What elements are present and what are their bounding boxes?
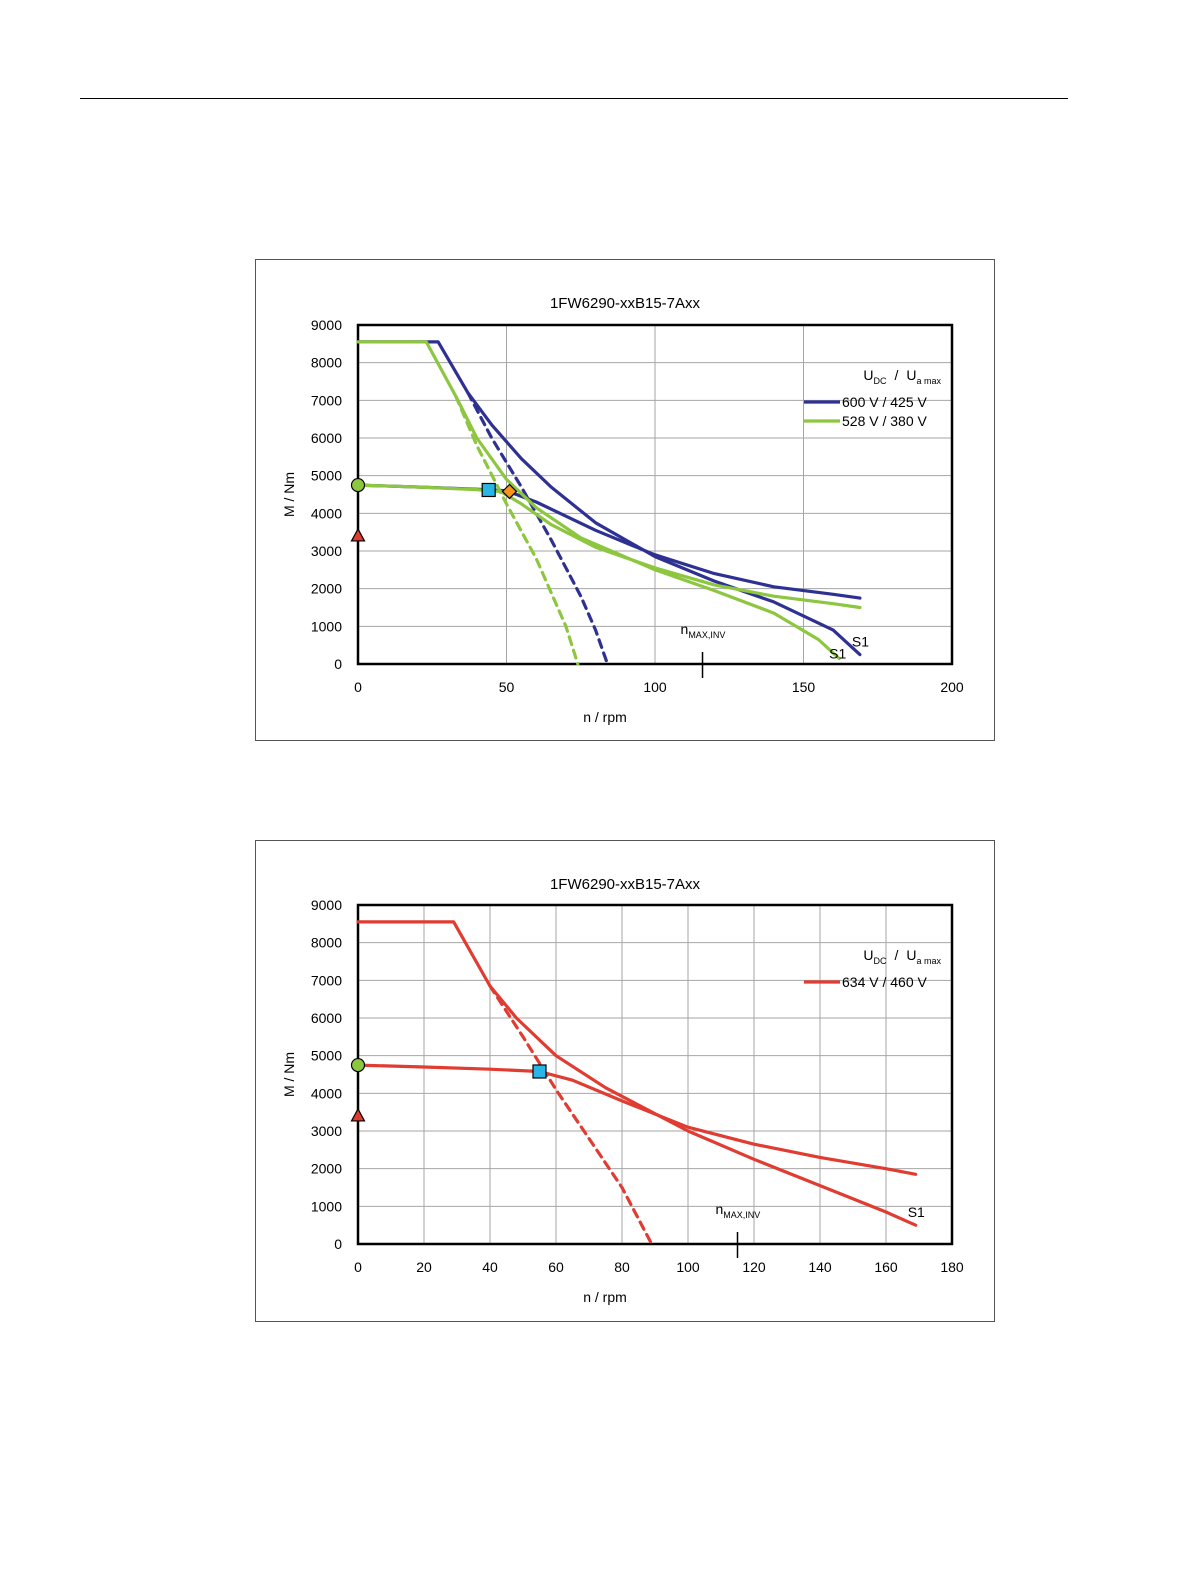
y-tick-label: 8000 xyxy=(311,355,342,371)
y-tick-label: 5000 xyxy=(311,1048,342,1064)
x-tick-label: 120 xyxy=(742,1259,766,1275)
series-line-5 xyxy=(356,483,862,610)
y-tick-label: 7000 xyxy=(311,392,342,408)
series-line-1 xyxy=(466,391,610,666)
circle-marker xyxy=(350,477,366,493)
s1-label: S1 xyxy=(829,645,846,661)
x-tick-label: 150 xyxy=(792,679,816,695)
plot-area-border xyxy=(356,903,954,1246)
y-tick-label: 8000 xyxy=(311,935,342,951)
series-line-0 xyxy=(356,340,862,657)
x-tick-label: 100 xyxy=(676,1259,700,1275)
nmax-inv-label: nMAX,INV xyxy=(681,621,726,640)
x-tick-label: 60 xyxy=(548,1259,564,1275)
x-tick-label: 180 xyxy=(940,1259,964,1275)
x-axis-label: n / rpm xyxy=(583,709,627,725)
x-tick-label: 160 xyxy=(874,1259,898,1275)
chart-title: 1FW6290-xxB15-7Axx xyxy=(550,876,701,893)
series-line-2 xyxy=(356,483,862,600)
x-axis-label: n / rpm xyxy=(583,1289,627,1305)
series-line-2 xyxy=(356,1063,918,1176)
circle-marker xyxy=(350,1057,366,1073)
y-axis-label: M / Nm xyxy=(281,472,297,517)
x-tick-label: 0 xyxy=(354,1259,362,1275)
x-tick-label: 0 xyxy=(354,679,362,695)
x-tick-label: 80 xyxy=(614,1259,630,1275)
y-tick-label: 4000 xyxy=(311,505,342,521)
page-top-rule xyxy=(80,98,1068,99)
torque-speed-chart-1: 1FW6290-xxB15-7Axx 0 50 100 150 200 0 1000 2000 3… xyxy=(255,259,995,741)
y-tick-label: 1000 xyxy=(311,618,342,634)
triangle-marker xyxy=(350,1107,366,1122)
y-tick-label: 2000 xyxy=(311,1161,342,1177)
plot-area-border xyxy=(356,323,954,666)
x-tick-label: 40 xyxy=(482,1259,498,1275)
square-marker xyxy=(532,1064,547,1079)
triangle-marker xyxy=(350,527,366,542)
y-tick-label: 6000 xyxy=(311,1010,342,1026)
y-tick-label: 0 xyxy=(334,656,342,672)
s1-label: S1 xyxy=(852,634,869,650)
chart-2-svg: 1FW6290-xxB15-7Axx 0 20 40 60 80 100 120 140 160 1… xyxy=(281,876,964,1305)
x-tick-label: 50 xyxy=(499,679,515,695)
y-tick-label: 5000 xyxy=(311,468,342,484)
y-tick-label: 3000 xyxy=(311,543,342,559)
y-tick-label: 1000 xyxy=(311,1198,342,1214)
nmax-inv-label: nMAX,INV xyxy=(716,1201,761,1220)
y-tick-label: 4000 xyxy=(311,1085,342,1101)
series-line-3 xyxy=(356,340,841,660)
y-axis-label: M / Nm xyxy=(281,1052,297,1097)
legend-label: 528 V / 380 V xyxy=(842,413,928,429)
x-tick-label: 200 xyxy=(940,679,964,695)
square-marker xyxy=(481,482,496,498)
legend-header: UDC / Ua max xyxy=(863,947,941,966)
y-tick-label: 2000 xyxy=(311,581,342,597)
legend-label: 600 V / 425 V xyxy=(842,394,928,410)
series-line-1 xyxy=(488,984,654,1246)
x-tick-label: 20 xyxy=(416,1259,432,1275)
chart-title: 1FW6290-xxB15-7Axx xyxy=(550,295,701,312)
s1-label: S1 xyxy=(908,1204,925,1220)
legend-header: UDC / Ua max xyxy=(863,367,941,386)
y-tick-label: 9000 xyxy=(311,897,342,913)
y-tick-label: 6000 xyxy=(311,430,342,446)
x-tick-label: 140 xyxy=(808,1259,832,1275)
y-tick-label: 7000 xyxy=(311,972,342,988)
torque-speed-chart-2: 1FW6290-xxB15-7Axx 0 20 40 60 80 100 120 140 160 1… xyxy=(255,840,995,1322)
series-line-4 xyxy=(454,395,580,666)
y-tick-label: 0 xyxy=(334,1236,342,1252)
x-tick-label: 100 xyxy=(643,679,667,695)
y-tick-label: 3000 xyxy=(311,1123,342,1139)
y-tick-label: 9000 xyxy=(311,317,342,333)
legend-label: 634 V / 460 V xyxy=(842,974,928,990)
diamond-marker xyxy=(501,483,518,500)
series-line-0 xyxy=(356,920,918,1227)
